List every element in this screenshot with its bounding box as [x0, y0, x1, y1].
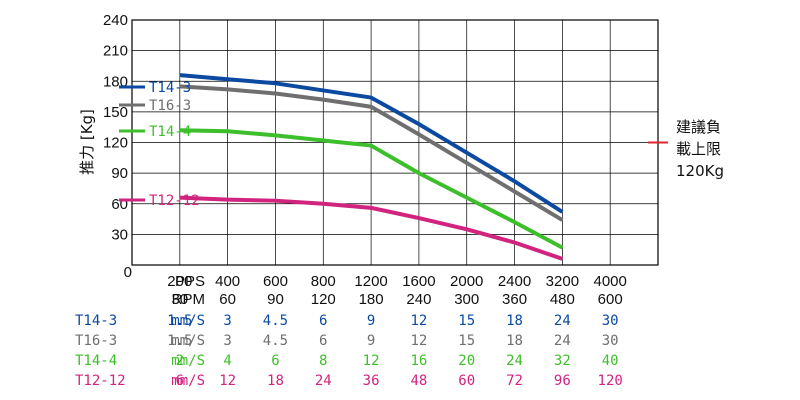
load-limit-text: 120Kg — [676, 162, 724, 180]
table-cell: 1.5 — [167, 333, 192, 349]
rpm-tick-label: 120 — [311, 291, 336, 308]
grid — [132, 20, 658, 265]
table-cell: 20 — [458, 353, 475, 369]
table-cell: 2 — [176, 353, 184, 369]
table-cell: 15 — [458, 313, 475, 329]
table-row-unit: mm/S — [171, 333, 205, 349]
table-cell: 6 — [176, 373, 184, 389]
table-cell: 9 — [367, 313, 375, 329]
table-cell: 30 — [602, 333, 619, 349]
load-limit-text: 載上限 — [676, 140, 721, 158]
y-tick-label: 60 — [111, 196, 128, 213]
table-row-unit: mm/S — [171, 353, 205, 369]
table-cell: 18 — [506, 333, 523, 349]
legend-label: T14-3 — [149, 80, 191, 96]
table-row-name: T12-12 — [75, 373, 126, 389]
legend-label: T16-3 — [149, 98, 191, 114]
table-cell: 12 — [363, 353, 380, 369]
table-cell: 24 — [315, 373, 332, 389]
rpm-tick-label: 90 — [267, 291, 284, 308]
pps-tick-label: 3200 — [546, 273, 579, 290]
legend-label: T12-12 — [149, 193, 200, 209]
rpm-tick-label: 30 — [171, 291, 188, 308]
series-line — [179, 128, 564, 250]
pps-tick-label: 1600 — [402, 273, 435, 290]
rpm-tick-label: 240 — [406, 291, 431, 308]
table-cell: 4.5 — [263, 313, 288, 329]
y-tick-label: 150 — [103, 104, 128, 121]
table-cell: 1.5 — [167, 313, 192, 329]
table-cell: 16 — [410, 353, 427, 369]
pps-tick-label: 400 — [215, 273, 240, 290]
y-tick-label: 240 — [103, 12, 128, 29]
series-line — [179, 195, 564, 261]
table-cell: 4 — [223, 353, 231, 369]
table-cell: 40 — [602, 353, 619, 369]
pps-tick-label: 4000 — [593, 273, 626, 290]
table-cell: 72 — [506, 373, 523, 389]
pps-tick-label: 1200 — [354, 273, 387, 290]
table-cell: 3 — [223, 333, 231, 349]
series-line — [179, 84, 564, 222]
rpm-tick-label: 300 — [454, 291, 479, 308]
table-cell: 12 — [410, 313, 427, 329]
y-axis-label: 推力 [Kg] — [78, 109, 96, 175]
rpm-label: RPM — [172, 291, 205, 308]
table-cell: 32 — [554, 353, 571, 369]
series — [179, 73, 564, 261]
table-cell: 48 — [410, 373, 427, 389]
pps-label: PPS — [175, 273, 205, 290]
y-tick-label: 0 — [124, 264, 132, 281]
table-cell: 96 — [554, 373, 571, 389]
rpm-tick-label: 480 — [550, 291, 575, 308]
table-cell: 24 — [554, 313, 571, 329]
table-cell: 24 — [554, 333, 571, 349]
rpm-tick-label: 360 — [502, 291, 527, 308]
table-row-unit: mm/S — [171, 313, 205, 329]
table-cell: 6 — [319, 313, 327, 329]
table-cell: 6 — [319, 333, 327, 349]
table-cell: 12 — [219, 373, 236, 389]
legend: T14-3 T16-3 T14-4 T12-12 — [119, 80, 200, 209]
table-row-name: T14-4 — [75, 353, 117, 369]
table-cell: 3 — [223, 313, 231, 329]
table-cell: 8 — [319, 353, 327, 369]
rpm-tick-label: 60 — [219, 291, 236, 308]
y-tick-label: 120 — [103, 135, 128, 152]
legend-label: T14-4 — [149, 124, 191, 140]
table-row-unit: mm/S — [171, 373, 205, 389]
y-tick-label: 210 — [103, 43, 128, 60]
table-cell: 30 — [602, 313, 619, 329]
y-tick-label: 30 — [111, 226, 128, 243]
pps-tick-label: 600 — [263, 273, 288, 290]
pps-tick-label: 2400 — [498, 273, 531, 290]
rpm-tick-label: 180 — [359, 291, 384, 308]
table-cell: 4.5 — [263, 333, 288, 349]
pps-tick-label: 200 — [167, 273, 192, 290]
table-cell: 6 — [271, 353, 279, 369]
series-line — [179, 73, 564, 214]
table-row-name: T14-3 — [75, 313, 117, 329]
rpm-tick-label: 600 — [598, 291, 623, 308]
table-cell: 9 — [367, 333, 375, 349]
table-cell: 18 — [506, 313, 523, 329]
table-cell: 60 — [458, 373, 475, 389]
pps-tick-label: 2000 — [450, 273, 483, 290]
y-tick-label: 90 — [111, 165, 128, 182]
pps-tick-label: 800 — [311, 273, 336, 290]
table-row-name: T16-3 — [75, 333, 117, 349]
table-cell: 12 — [410, 333, 427, 349]
table-cell: 24 — [506, 353, 523, 369]
table-cell: 120 — [598, 373, 623, 389]
table-cell: 18 — [267, 373, 284, 389]
table-cell: 15 — [458, 333, 475, 349]
table-cell: 36 — [363, 373, 380, 389]
load-limit-text: 建議負 — [676, 118, 721, 136]
